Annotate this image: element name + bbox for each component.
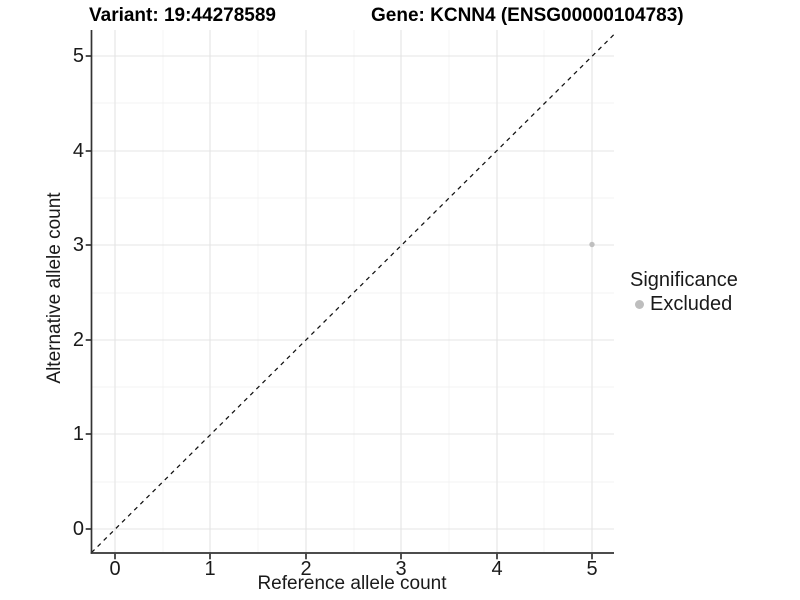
title-variant: Variant: 19:44278589 [89,5,276,26]
x-tick-label: 0 [109,558,121,580]
x-axis-title: Reference allele count [257,573,447,594]
y-tick-label: 0 [72,518,84,540]
x-tick-label: 4 [491,558,503,580]
y-axis-title: Alternative allele count [44,192,65,384]
x-tick-label: 2 [300,558,312,580]
legend-item-excluded: Excluded [630,292,738,316]
gridlines-minor [91,30,614,553]
legend-point-icon [635,299,644,309]
legend-item-label: Excluded [650,293,733,315]
data-point-excluded [589,241,595,248]
y-tick-label: 4 [72,140,84,162]
legend: Significance Excluded [630,268,738,316]
y-axis-ticks [85,55,92,530]
x-tick-label: 1 [204,558,216,580]
x-tick-label: 3 [395,558,407,580]
identity-reference-line [91,32,616,554]
y-tick-label: 2 [72,329,84,351]
y-tick-label: 1 [72,423,84,445]
title-gene: Gene: KCNN4 (ENSG00000104783) [371,5,684,26]
x-tick-label: 5 [586,558,598,580]
y-tick-label: 3 [72,234,84,256]
x-axis-ticks [114,553,593,560]
gridlines-major [91,30,614,553]
y-tick-label: 5 [72,45,84,67]
legend-title: Significance [630,269,738,291]
